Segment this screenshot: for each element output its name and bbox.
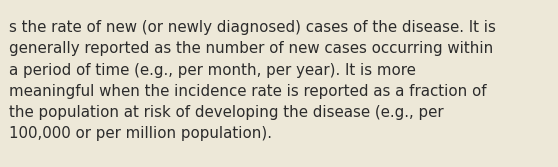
Text: s the rate of new (or newly diagnosed) cases of the disease. It is
generally rep: s the rate of new (or newly diagnosed) c… (9, 20, 496, 141)
